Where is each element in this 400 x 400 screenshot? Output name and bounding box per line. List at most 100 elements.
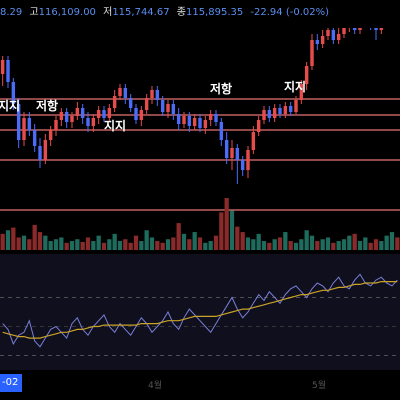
volume-bar: [347, 235, 352, 250]
candle-body: [267, 110, 272, 118]
candle-body: [304, 66, 309, 84]
candle-body: [96, 110, 101, 118]
volume-bar: [288, 241, 293, 250]
candle-body: [27, 118, 32, 130]
candle-body: [0, 60, 5, 74]
volume-bar: [176, 223, 181, 250]
volume-bar: [315, 241, 320, 250]
candle-body: [176, 114, 181, 124]
candle-body: [155, 90, 160, 100]
volume-bar: [16, 237, 21, 250]
volume-bar: [240, 232, 245, 250]
volume-bar: [395, 237, 400, 250]
volume-bar: [107, 239, 112, 250]
zone-labels: 지지 저항 지지 저항 지지: [0, 79, 306, 133]
volume-bar: [85, 237, 91, 250]
candle-body: [224, 140, 229, 158]
volume-bar: [272, 239, 277, 250]
volume-bar: [155, 241, 160, 250]
volume-bar: [75, 239, 80, 250]
volume-bar: [91, 241, 96, 250]
candlestick-series: [0, 2, 400, 184]
volume-bar: [165, 239, 171, 250]
volume-bar: [293, 242, 299, 250]
candle-body: [374, 26, 378, 30]
x-tick-may: 5월: [312, 381, 327, 391]
support-label-3: 지지: [284, 79, 306, 94]
volume-bar: [325, 237, 331, 250]
candle-body: [182, 116, 186, 124]
candle-body: [315, 40, 320, 44]
volume-bar: [251, 239, 256, 250]
candle-body: [326, 30, 330, 36]
candle-body: [251, 132, 256, 150]
volume-bar: [139, 241, 144, 250]
volume-bar: [352, 233, 357, 250]
rsi-ma-line: [2, 281, 398, 339]
volume-bar: [96, 235, 101, 250]
volume-bar: [48, 241, 53, 250]
candle-body: [278, 108, 282, 114]
candle-body: [150, 90, 154, 98]
volume-bar: [197, 237, 203, 250]
volume-bar: [379, 241, 384, 250]
candle-body: [22, 118, 26, 140]
volume-bar: [0, 233, 5, 250]
candle-body: [102, 110, 106, 118]
candle-body: [54, 120, 58, 130]
volume-bar: [384, 235, 389, 250]
resistance-label-2: 저항: [210, 81, 232, 96]
volume-bars: [0, 198, 400, 250]
volume-bar: [336, 241, 341, 250]
time-axis[interactable]: [0, 372, 400, 400]
volume-bar: [181, 233, 187, 250]
volume-bar: [283, 232, 288, 250]
candle-body: [86, 118, 90, 126]
candle-body: [32, 130, 37, 146]
candle-body: [331, 30, 336, 40]
volume-bar: [43, 235, 48, 250]
candle-body: [139, 110, 144, 120]
candle-body: [128, 98, 133, 108]
close-label: 종: [176, 7, 186, 18]
volume-bar: [203, 242, 208, 250]
volume-bar: [320, 239, 325, 250]
candle-body: [6, 60, 10, 82]
high-value: 116,109.00: [38, 7, 96, 18]
candle-body: [64, 112, 69, 122]
candle-body: [75, 108, 80, 116]
candle-body: [187, 116, 192, 126]
volume-bar: [149, 237, 155, 250]
candle-body: [235, 148, 240, 160]
volume-bar: [171, 237, 176, 250]
candle-body: [118, 88, 122, 96]
candle-body: [16, 104, 21, 140]
volume-bar: [368, 242, 373, 250]
candle-body: [203, 120, 208, 128]
candle-body: [171, 104, 176, 114]
volume-bar: [363, 237, 368, 250]
candle-body: [219, 122, 224, 140]
volume-bar: [299, 239, 304, 250]
volume-bar: [219, 212, 224, 250]
candle-body: [342, 28, 346, 34]
volume-bar: [53, 239, 59, 250]
rsi-line: [2, 273, 398, 348]
ohlc-info-bar: 8.29 고116,109.00 저115,744.67 종115,895.35…: [0, 2, 400, 28]
volume-bar: [144, 230, 149, 250]
volume-bar: [101, 242, 107, 250]
volume-bar: [341, 239, 347, 250]
candle-body: [262, 110, 266, 120]
candle-body: [112, 96, 117, 108]
volume-bar: [69, 241, 75, 250]
volume-bar: [112, 233, 117, 250]
volume-bar: [37, 232, 43, 250]
volume-bar: [208, 241, 213, 250]
volume-bar: [331, 242, 336, 250]
volume-bar: [277, 237, 283, 250]
volume-bar: [389, 232, 395, 250]
candle-body: [320, 36, 325, 44]
candle-body: [80, 108, 85, 118]
volume-bar: [160, 242, 165, 250]
